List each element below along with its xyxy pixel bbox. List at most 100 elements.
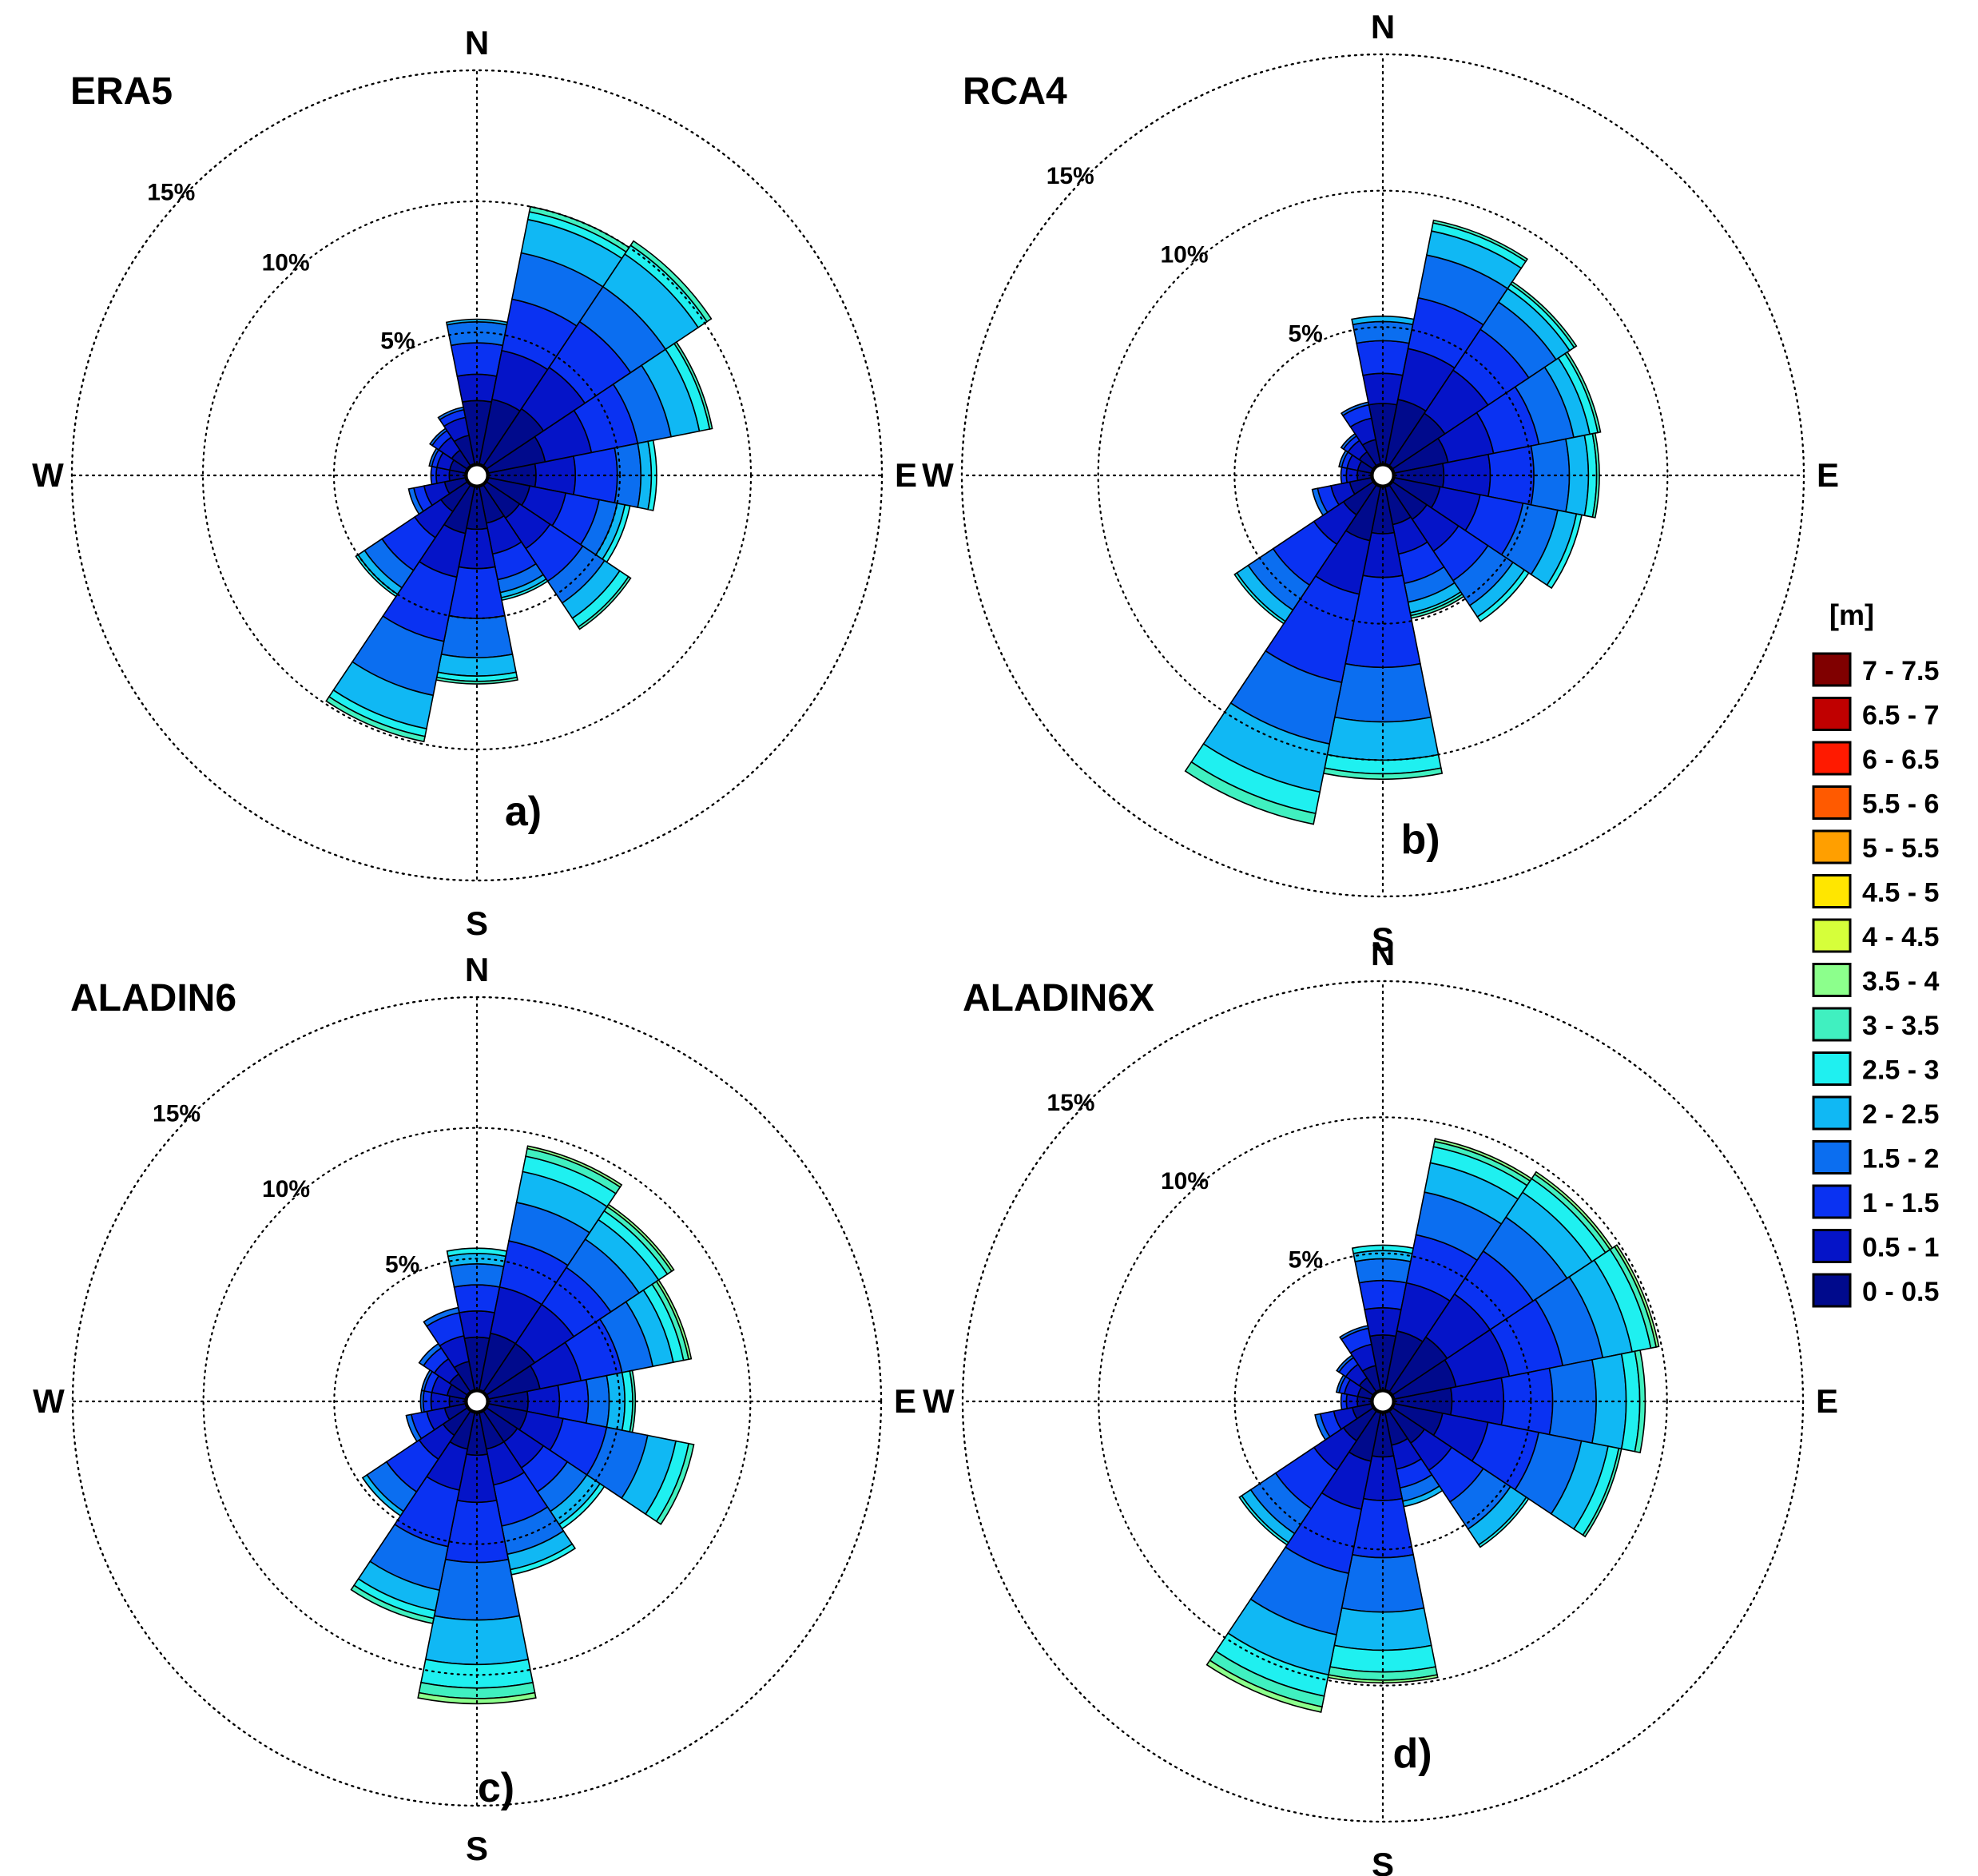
- sector-112.5-bin-6: [1582, 1447, 1623, 1538]
- legend-swatch: [1812, 1051, 1852, 1086]
- sector-45-bin-7: [606, 1203, 675, 1273]
- legend-item: 3.5 - 4: [1812, 963, 1939, 997]
- legend-swatch: [1812, 829, 1852, 864]
- compass-S: S: [466, 1830, 488, 1867]
- grid-axes: [70, 69, 884, 882]
- sector-202.5-bin-7: [1205, 1659, 1323, 1713]
- compass-S: S: [1372, 1846, 1394, 1876]
- panel-title: ALADIN6X: [963, 977, 1154, 1019]
- sector-247.5-bin-3: [1311, 487, 1329, 517]
- panel-label: a): [505, 789, 542, 835]
- legend-items: 7 - 7.5 6.5 - 7 6 - 6.5 5.5 - 6 5 - 5.5 4.5 -…: [1812, 652, 1939, 1308]
- legend-label: 1 - 1.5: [1862, 1188, 1939, 1218]
- legend-label: 7 - 7.5: [1862, 656, 1939, 686]
- compass-E: E: [894, 1382, 916, 1420]
- center-marker: [465, 463, 489, 487]
- legend-item: 1.5 - 2: [1812, 1140, 1939, 1174]
- compass-S: S: [1372, 920, 1394, 958]
- ring-label-15: 15%: [1047, 163, 1094, 189]
- sector-337.5-bin-3: [1339, 1325, 1369, 1341]
- legend-swatch: [1812, 918, 1852, 953]
- legend-item: 2 - 2.5: [1812, 1095, 1939, 1131]
- ring-10: [1097, 189, 1669, 761]
- legend-label: 4 - 4.5: [1862, 922, 1939, 952]
- sector-337.5-bin-3: [423, 1306, 460, 1327]
- center-marker: [465, 1389, 489, 1413]
- sector-90-bin-6: [1591, 432, 1600, 519]
- sector-202.5-bin-6: [350, 1584, 435, 1624]
- sector-22.5-bin-7: [526, 1145, 623, 1188]
- sector-45-bin-6: [1509, 280, 1578, 349]
- ring-10: [1098, 1116, 1668, 1687]
- legend-label: 5.5 - 6: [1862, 789, 1939, 820]
- legend-label: 3.5 - 4: [1862, 967, 1939, 997]
- legend-item: 6.5 - 7: [1812, 697, 1939, 731]
- ring-label-15: 15%: [147, 179, 195, 205]
- ring-label-15: 15%: [153, 1100, 201, 1127]
- compass-E: E: [1817, 456, 1839, 494]
- legend-item: 1 - 1.5: [1812, 1184, 1939, 1219]
- sector-135-bin-5: [1476, 569, 1530, 622]
- legend-label: 2.5 - 3: [1862, 1055, 1939, 1086]
- legend-label: 6 - 6.5: [1862, 745, 1939, 775]
- sector-225-bin-5: [1238, 1495, 1289, 1546]
- center-marker: [1371, 1389, 1395, 1413]
- panel-label: b): [1400, 817, 1440, 863]
- legend-item: 5.5 - 6: [1812, 785, 1939, 820]
- ring-5: [333, 1258, 621, 1545]
- compass-N: N: [465, 24, 489, 62]
- sector-225-bin-4: [361, 1473, 405, 1517]
- compass-W: W: [922, 456, 954, 494]
- sector-67.5-bin-7: [655, 1278, 693, 1361]
- legend-swatch: [1812, 1184, 1852, 1219]
- ring-label-5: 5%: [385, 1251, 419, 1278]
- grid-axes: [71, 996, 883, 1807]
- ring-label-10: 10%: [262, 249, 310, 276]
- legend-label: 0.5 - 1: [1862, 1233, 1939, 1263]
- panel-title: RCA4: [963, 70, 1067, 113]
- sector-202.5-bin-6: [325, 695, 426, 743]
- legend-swatch: [1812, 1273, 1852, 1308]
- legend-swatch: [1812, 1095, 1852, 1131]
- compass-W: W: [33, 1382, 65, 1420]
- ring-label-5: 5%: [380, 328, 415, 354]
- legend-label: 3 - 3.5: [1862, 1011, 1939, 1041]
- sectors: [1205, 1138, 1660, 1713]
- sector-180-bin-3: [1341, 1553, 1425, 1613]
- legend-item: 6 - 6.5: [1812, 741, 1939, 776]
- windrose-panel-2: 5% 10% 15% N E S W RCA4 b): [922, 8, 1839, 958]
- legend-swatch: [1812, 874, 1852, 908]
- windrose-panel-4: 5% 10% 15% N E S W ALADIN6X d): [923, 935, 1838, 1876]
- compass-E: E: [1816, 1382, 1838, 1420]
- sector-67.5-bin-6: [1564, 351, 1602, 434]
- panel-title: ALADIN6: [70, 977, 236, 1019]
- ring-label-5: 5%: [1289, 1247, 1323, 1274]
- ring-label-10: 10%: [1161, 1168, 1209, 1194]
- windrose-panel-3: 5% 10% 15% N E S W ALADIN6 c): [33, 951, 916, 1867]
- ring-label-15: 15%: [1047, 1090, 1094, 1116]
- sector-90-bin-4: [1591, 1353, 1627, 1450]
- sectors: [325, 205, 713, 743]
- compass-N: N: [1371, 935, 1395, 972]
- legend-label: 4.5 - 5: [1862, 878, 1939, 908]
- compass-W: W: [32, 456, 64, 494]
- grid-axes: [961, 980, 1805, 1823]
- sector-225-bin-5: [1233, 572, 1287, 625]
- ring-label-5: 5%: [1288, 320, 1322, 347]
- sector-112.5-bin-5: [1546, 513, 1583, 590]
- legend-item: 4 - 4.5: [1812, 918, 1939, 953]
- legend-title: [m]: [1829, 598, 1874, 631]
- legend-item: 0 - 0.5: [1812, 1273, 1939, 1308]
- ring-5: [332, 331, 622, 620]
- legend-swatch: [1812, 697, 1852, 731]
- legend-swatch: [1812, 785, 1852, 820]
- panel-label: d): [1392, 1731, 1432, 1777]
- legend-swatch: [1812, 741, 1852, 776]
- compass-N: N: [465, 951, 489, 988]
- legend-swatch: [1812, 1140, 1852, 1174]
- sector-247.5-bin-3: [1314, 1413, 1331, 1441]
- legend-label: 2 - 2.5: [1862, 1099, 1939, 1130]
- sector-247.5-bin-3: [405, 1413, 423, 1443]
- compass-N: N: [1371, 8, 1395, 46]
